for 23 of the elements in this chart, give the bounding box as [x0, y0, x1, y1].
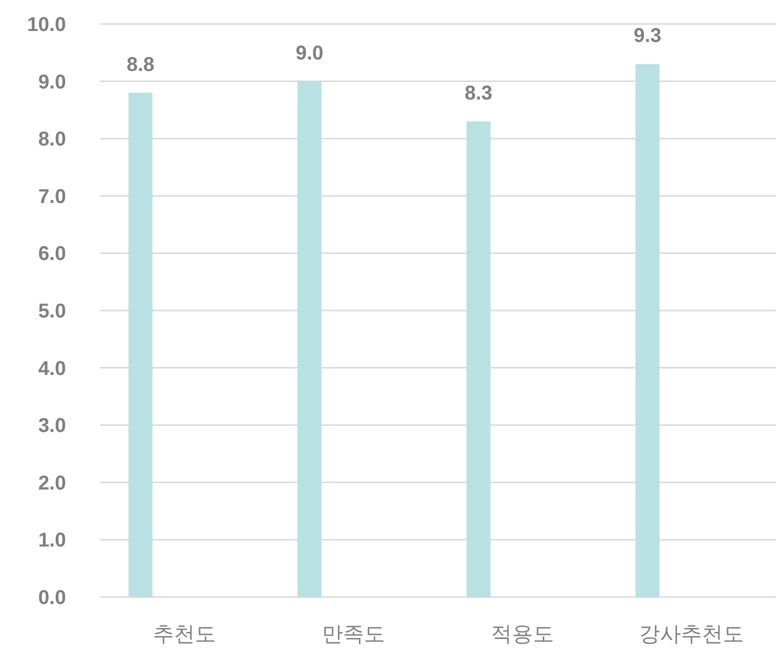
data-label: 8.8 [126, 54, 154, 76]
x-tick-label: 만족도 [322, 622, 385, 646]
y-tick-label: 9.0 [38, 71, 66, 94]
data-label: 8.3 [464, 82, 492, 104]
y-tick-label: 5.0 [38, 300, 66, 322]
y-tick-label: 0.0 [38, 587, 66, 609]
y-tick-label: 4.0 [38, 358, 66, 380]
bar [128, 92, 152, 597]
x-tick-label: 적용도 [491, 622, 554, 646]
bar [636, 64, 660, 597]
bar [298, 81, 322, 597]
y-tick-label: 3.0 [38, 415, 66, 438]
bar [466, 121, 490, 597]
y-tick-label: 8.0 [38, 128, 66, 151]
y-tick-label: 2.0 [38, 472, 66, 494]
y-tick-label: 10.0 [27, 14, 66, 36]
data-label: 9.0 [296, 42, 324, 64]
y-tick-label: 7.0 [38, 186, 66, 208]
y-tick-label: 1.0 [38, 530, 66, 552]
x-tick-label: 추천도 [153, 622, 216, 646]
data-label: 9.3 [634, 25, 662, 48]
y-tick-label: 6.0 [38, 243, 66, 266]
x-tick-label: 강사추천도 [639, 622, 744, 646]
